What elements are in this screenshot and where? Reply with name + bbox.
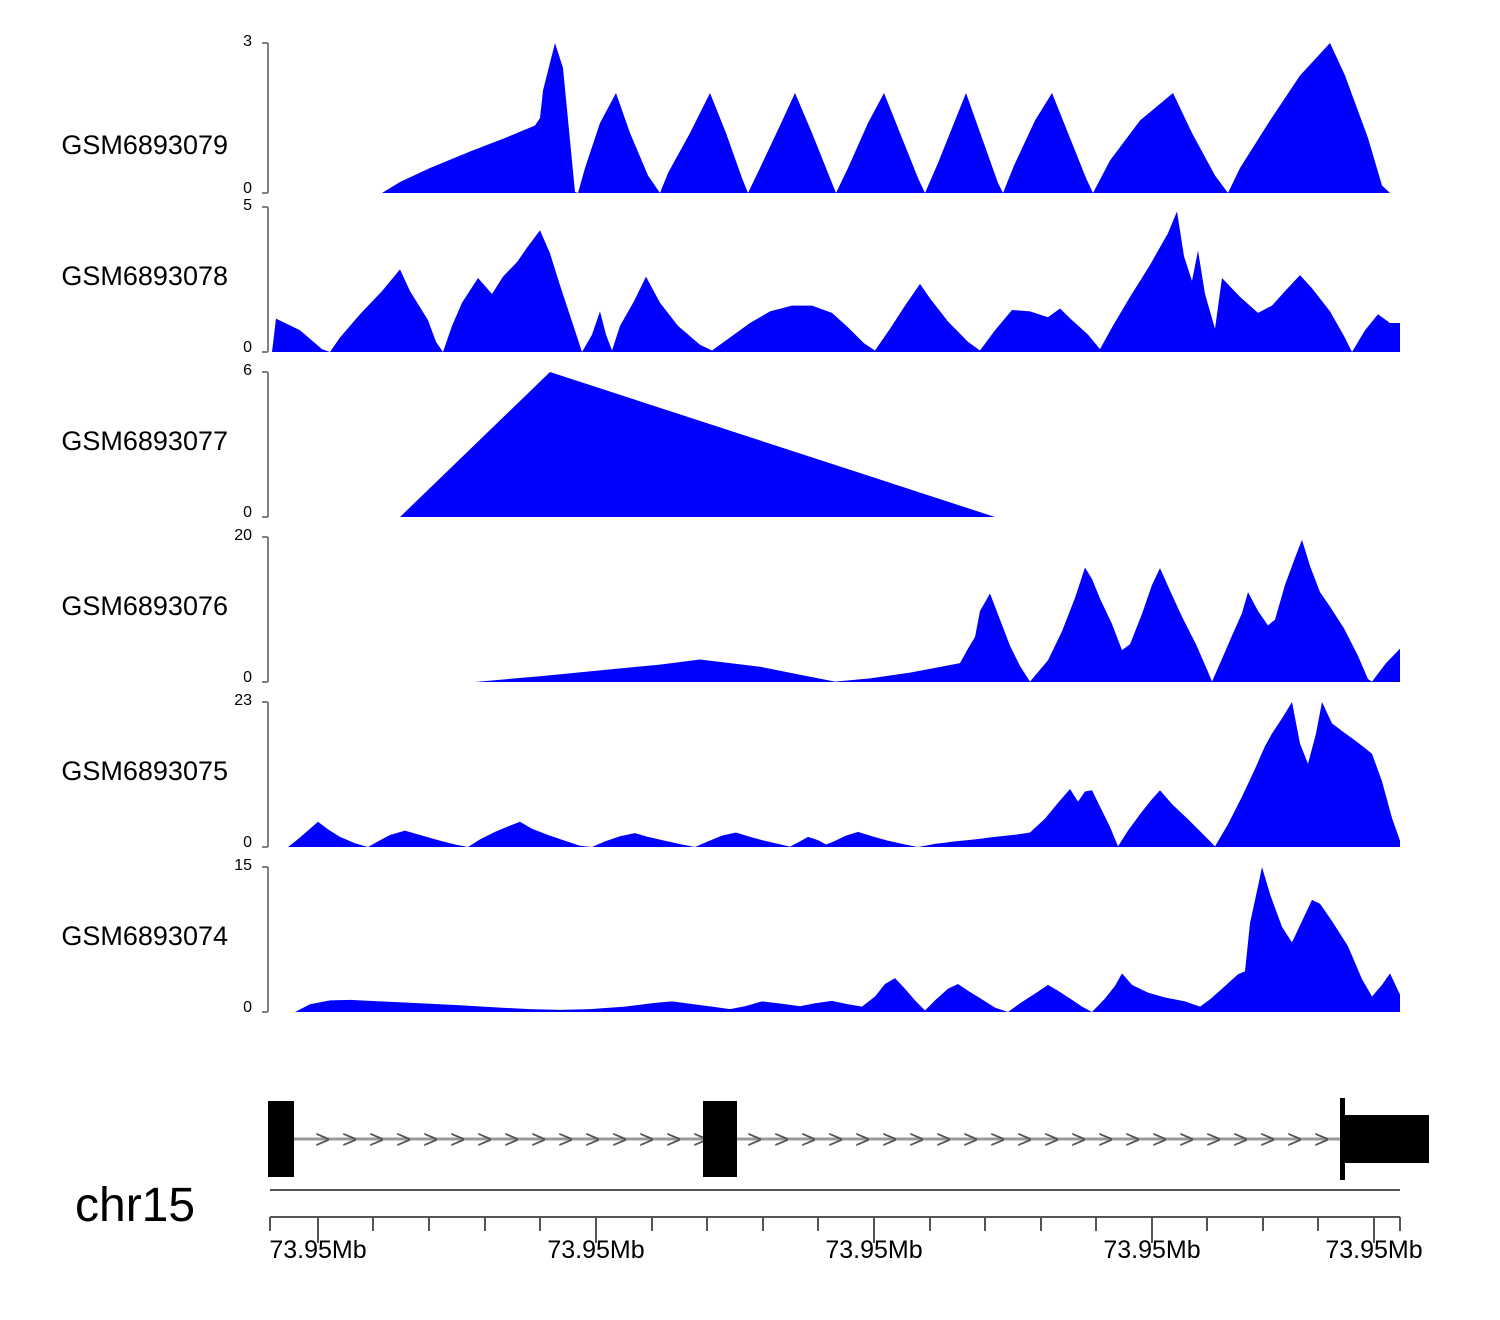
coverage-area-5 — [262, 701, 1400, 848]
strand-arrow-icons: > > > > > > > > > > > > > > > > > > > > > > > > > > > > > > > > > > > > > — [315, 1124, 1329, 1154]
exon-blocks — [268, 1098, 1429, 1180]
strand-arrow-icon: > — [1179, 1124, 1194, 1154]
strand-arrow-icon: > — [1206, 1124, 1221, 1154]
y-axis-max-1: 3 — [243, 33, 252, 50]
coverage-track-6: GSM6893074 15 0 — [0, 855, 1500, 1020]
strand-arrow-icon: > — [801, 1124, 816, 1154]
strand-arrow-icon: > — [774, 1124, 789, 1154]
strand-arrow-icon: > — [612, 1124, 627, 1154]
strand-arrow-icon: > — [423, 1124, 438, 1154]
coverage-track-4: GSM6893076 20 0 — [0, 525, 1500, 690]
strand-arrow-icon: > — [558, 1124, 573, 1154]
axis-tick-label: 73.95Mb — [547, 1236, 645, 1264]
strand-arrow-icon: > — [477, 1124, 492, 1154]
strand-arrow-icon: > — [1287, 1124, 1302, 1154]
y-axis-min-5: 0 — [243, 834, 252, 851]
coverage-path-6 — [295, 867, 1400, 1012]
y-axis-bracket-3 — [262, 371, 269, 518]
strand-arrow-icon: > — [369, 1124, 384, 1154]
gene-model-track: > > > > > > > > > > > > > > > > > > > > > > > > > > > > > > > > > > > > > — [268, 1098, 1429, 1180]
y-axis-bracket-1 — [262, 42, 269, 194]
strand-arrow-icon: > — [882, 1124, 897, 1154]
exon-block — [703, 1101, 737, 1177]
y-axis-min-4: 0 — [243, 669, 252, 686]
chromosome-label: chr15 — [75, 1179, 196, 1232]
strand-arrow-icon: > — [990, 1124, 1005, 1154]
coverage-path-4 — [475, 539, 1400, 682]
coverage-area-3 — [262, 371, 995, 518]
genome-axis — [269, 1189, 1401, 1243]
strand-arrow-icon: > — [585, 1124, 600, 1154]
coverage-area-4 — [262, 536, 1400, 683]
coverage-path-2 — [272, 211, 1400, 352]
strand-arrow-icon: > — [1125, 1124, 1140, 1154]
axis-tick-label: 73.95Mb — [1103, 1236, 1201, 1264]
coverage-area-1 — [262, 42, 1400, 194]
coverage-path-5 — [288, 702, 1400, 847]
strand-arrow-icon: > — [315, 1124, 330, 1154]
exon-block — [1340, 1098, 1345, 1180]
track-label-3: GSM6893077 — [61, 426, 228, 456]
track-label-1: GSM6893079 — [61, 130, 228, 160]
axis-tick-label: 73.95Mb — [269, 1236, 367, 1264]
axis-tick-label: 73.95Mb — [825, 1236, 923, 1264]
strand-arrow-icon: > — [963, 1124, 978, 1154]
coverage-area-2 — [262, 206, 1400, 353]
strand-arrow-icon: > — [666, 1124, 681, 1154]
axis-tick-label: 73.95Mb — [1325, 1236, 1423, 1264]
strand-arrow-icon: > — [531, 1124, 546, 1154]
strand-arrow-icon: > — [1152, 1124, 1167, 1154]
coverage-path-1 — [382, 43, 1400, 193]
strand-arrow-icon: > — [1260, 1124, 1275, 1154]
gene-model-group: > > > > > > > > > > > > > > > > > > > > > > > > > > > > > > > > > > > > > — [268, 1098, 1429, 1180]
coverage-track-5: GSM6893075 23 0 — [0, 690, 1500, 855]
y-axis-max-3: 6 — [243, 362, 252, 379]
y-axis-min-2: 0 — [243, 339, 252, 356]
y-axis-bracket-2 — [262, 206, 269, 353]
strand-arrow-icon: > — [1044, 1124, 1059, 1154]
axis-tick-marks — [269, 1217, 1401, 1243]
y-axis-max-2: 5 — [243, 197, 252, 214]
y-axis-min-6: 0 — [243, 999, 252, 1016]
y-axis-max-6: 15 — [234, 857, 252, 874]
strand-arrow-icon: > — [747, 1124, 762, 1154]
y-axis-min-3: 0 — [243, 504, 252, 521]
track-label-6: GSM6893074 — [61, 921, 228, 951]
strand-arrow-icon: > — [639, 1124, 654, 1154]
exon-block — [1341, 1115, 1429, 1163]
y-axis-bracket-5 — [262, 701, 269, 848]
y-axis-max-5: 23 — [234, 692, 252, 709]
y-axis-max-4: 20 — [234, 527, 252, 544]
track-label-2: GSM6893078 — [61, 261, 228, 291]
coverage-track-1: GSM6893079 3 0 — [0, 30, 1500, 205]
coverage-track-2: GSM6893078 5 0 — [0, 195, 1500, 360]
strand-arrow-icon: > — [450, 1124, 465, 1154]
strand-arrow-icon: > — [855, 1124, 870, 1154]
strand-arrow-icon: > — [396, 1124, 411, 1154]
strand-arrow-icon: > — [504, 1124, 519, 1154]
strand-arrow-icon: > — [1017, 1124, 1032, 1154]
strand-arrow-icon: > — [1233, 1124, 1248, 1154]
coverage-path-3 — [400, 372, 995, 517]
strand-arrow-icon: > — [1098, 1124, 1113, 1154]
strand-arrow-icon: > — [828, 1124, 843, 1154]
coverage-area-6 — [262, 866, 1400, 1013]
exon-block — [268, 1101, 294, 1177]
strand-arrow-icon: > — [1314, 1124, 1329, 1154]
strand-arrow-icon: > — [1071, 1124, 1086, 1154]
strand-arrow-icon: > — [909, 1124, 924, 1154]
strand-arrow-icon: > — [936, 1124, 951, 1154]
strand-arrow-icon: > — [342, 1124, 357, 1154]
track-label-5: GSM6893075 — [61, 756, 228, 786]
coverage-track-3: GSM6893077 6 0 — [0, 360, 1500, 525]
track-label-4: GSM6893076 — [61, 591, 228, 621]
y-axis-bracket-4 — [262, 536, 269, 683]
y-axis-min-1: 0 — [243, 180, 252, 197]
y-axis-bracket-6 — [262, 866, 269, 1013]
